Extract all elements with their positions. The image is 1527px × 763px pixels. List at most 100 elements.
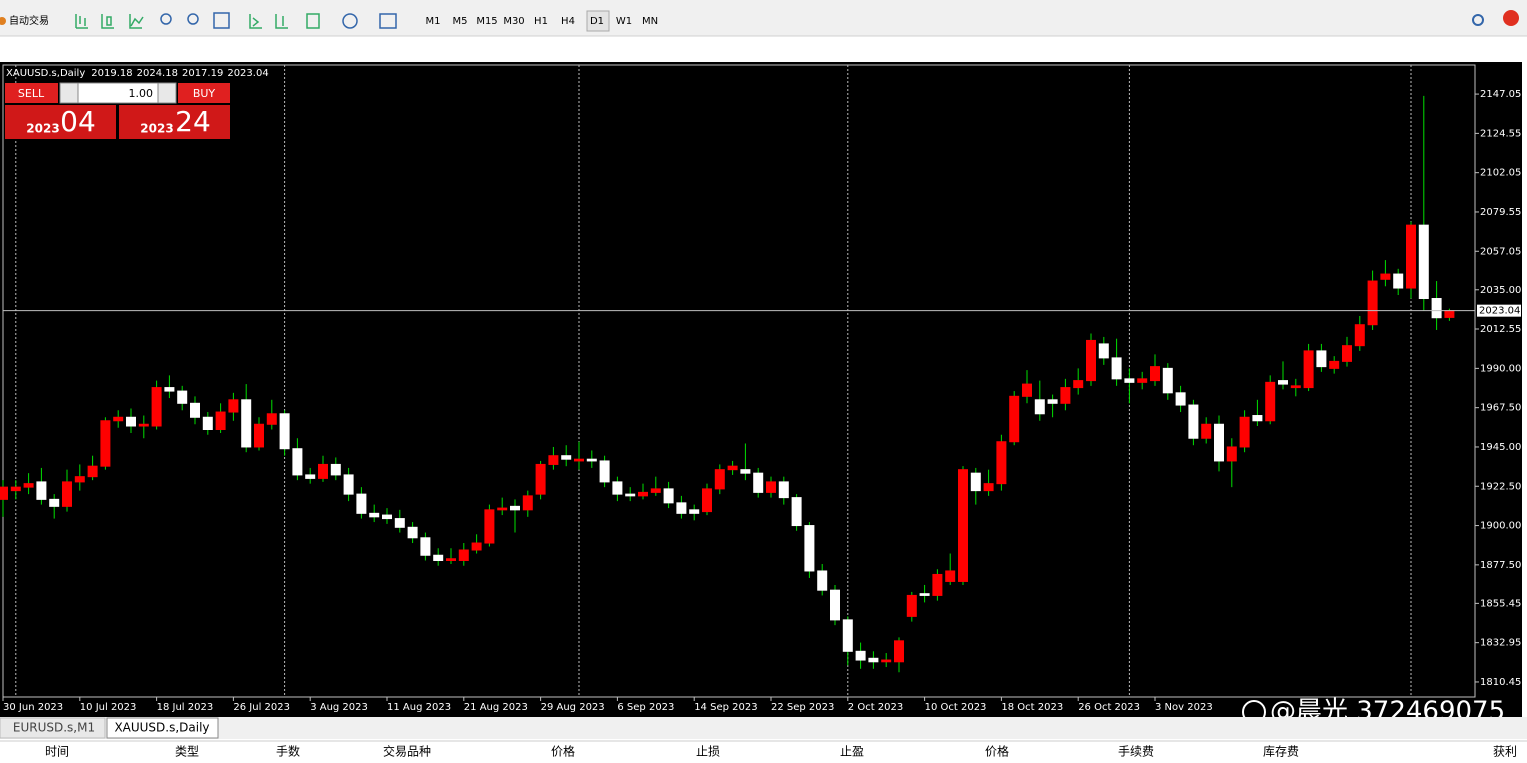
candle-body <box>1086 339 1096 382</box>
candle-body <box>650 488 661 493</box>
y-tick-label: 1900.00 <box>1480 521 1521 532</box>
tab-bar <box>0 717 1527 739</box>
volume-down[interactable] <box>59 82 79 104</box>
candle-body <box>510 505 520 511</box>
candle-body <box>458 549 469 561</box>
buy-price-big: 2023 <box>140 122 173 136</box>
volume-up[interactable] <box>157 82 177 104</box>
candle-body <box>561 455 572 460</box>
candle-body <box>842 619 853 652</box>
candle-body <box>881 659 892 663</box>
x-tick-label: 29 Aug 2023 <box>541 702 605 713</box>
y-tick-label: 2079.55 <box>1480 207 1521 218</box>
candle-body <box>1009 395 1020 443</box>
tab-label[interactable]: XAUUSD.s,Daily <box>114 721 209 735</box>
bid-label-box <box>1477 304 1521 317</box>
candle-body <box>919 593 930 596</box>
volume-value[interactable]: 1.00 <box>129 87 154 100</box>
candle-body <box>638 491 648 497</box>
y-tick-label: 2057.05 <box>1480 246 1521 257</box>
buy-button[interactable] <box>178 83 230 103</box>
tab-label[interactable]: EURUSD.s,M1 <box>13 721 95 735</box>
column-header: 交易品种 <box>383 744 431 759</box>
line-icon[interactable] <box>129 14 144 29</box>
active-timeframe <box>586 10 610 32</box>
timeframe-button[interactable]: D1 <box>590 16 604 27</box>
column-header: 手数 <box>276 744 300 759</box>
timeframe-button[interactable]: MN <box>642 16 658 27</box>
timeframe-button[interactable]: H1 <box>534 16 548 27</box>
toolbar <box>0 0 1527 36</box>
timeframe-button[interactable]: M15 <box>476 16 497 27</box>
candle-body <box>394 518 405 528</box>
bar-chart-icon[interactable] <box>75 14 88 29</box>
zoom-out-icon[interactable] <box>187 13 199 25</box>
column-header: 价格 <box>985 744 1009 759</box>
candle-body <box>548 455 559 465</box>
auto-trade-button[interactable]: 自动交易 <box>9 14 49 27</box>
candle-body <box>1034 399 1045 415</box>
candle-icon[interactable] <box>101 14 114 29</box>
header-high: 2024.18 <box>137 68 178 79</box>
sell-price-box[interactable] <box>5 105 116 139</box>
timeframe-button[interactable]: H4 <box>561 16 575 27</box>
autoscroll-icon[interactable] <box>249 14 262 29</box>
candle-body <box>932 573 943 596</box>
tab[interactable] <box>0 717 106 739</box>
candle-body <box>407 526 418 539</box>
search-icon[interactable] <box>1472 14 1484 26</box>
timeframe-button[interactable]: M5 <box>453 16 468 27</box>
x-tick-label: 3 Aug 2023 <box>310 702 368 713</box>
candle-body <box>1226 446 1237 462</box>
candle-body <box>0 486 8 500</box>
column-header: 止盈 <box>840 745 864 759</box>
candle-body <box>894 640 904 663</box>
x-tick-label: 22 Sep 2023 <box>771 702 834 713</box>
y-tick-label: 1832.95 <box>1480 638 1521 649</box>
candle-body <box>1354 324 1365 347</box>
y-tick-label: 1967.50 <box>1480 403 1521 414</box>
candle-body <box>356 493 367 514</box>
x-tick-label: 10 Oct 2023 <box>925 702 987 713</box>
candle-body <box>1060 387 1071 404</box>
zoom-in-icon[interactable] <box>160 13 172 25</box>
candle-body <box>714 469 725 490</box>
candle-body <box>471 542 482 551</box>
candle-body <box>753 472 764 493</box>
tile-icon[interactable] <box>213 12 230 29</box>
y-tick-label: 2102.05 <box>1480 168 1521 179</box>
buy-price-small: 24 <box>175 105 211 138</box>
candle-body <box>625 493 636 497</box>
candle-body <box>830 589 840 621</box>
plot: 2147.05 2124.55 2102.05 2079.55 2057.05 2035.… <box>0 65 1521 713</box>
candle-body <box>535 463 546 495</box>
timeframe-button[interactable]: M30 <box>503 16 524 27</box>
column-header: 价格 <box>551 744 575 759</box>
candle-body <box>202 416 213 431</box>
candle-body <box>292 448 303 476</box>
notification-icon[interactable] <box>1503 10 1519 26</box>
shift-icon[interactable] <box>275 14 288 29</box>
candle-body <box>958 469 968 582</box>
template-icon[interactable] <box>379 13 397 29</box>
candle-body <box>1316 350 1327 368</box>
buy-label[interactable]: BUY <box>193 87 216 100</box>
buy-price-box[interactable] <box>119 105 230 139</box>
timeframe-button[interactable]: M1 <box>426 16 441 27</box>
candle-body <box>612 481 623 495</box>
candle-body <box>1175 392 1186 406</box>
sell-button[interactable] <box>5 83 58 103</box>
timeframe-button[interactable]: W1 <box>616 16 632 27</box>
auto-trade-icon[interactable] <box>0 17 6 25</box>
candle-body <box>1098 343 1109 359</box>
tab-active[interactable] <box>106 717 219 739</box>
sell-price-big: 2023 <box>26 122 59 136</box>
candle-body <box>62 481 72 507</box>
candle-body <box>1393 273 1404 289</box>
indicator-icon[interactable] <box>306 13 320 29</box>
bid-label: 2023.04 <box>1479 306 1520 317</box>
sell-label[interactable]: SELL <box>18 87 45 100</box>
x-tick-label: 26 Oct 2023 <box>1078 702 1140 713</box>
period-icon[interactable] <box>342 13 358 29</box>
